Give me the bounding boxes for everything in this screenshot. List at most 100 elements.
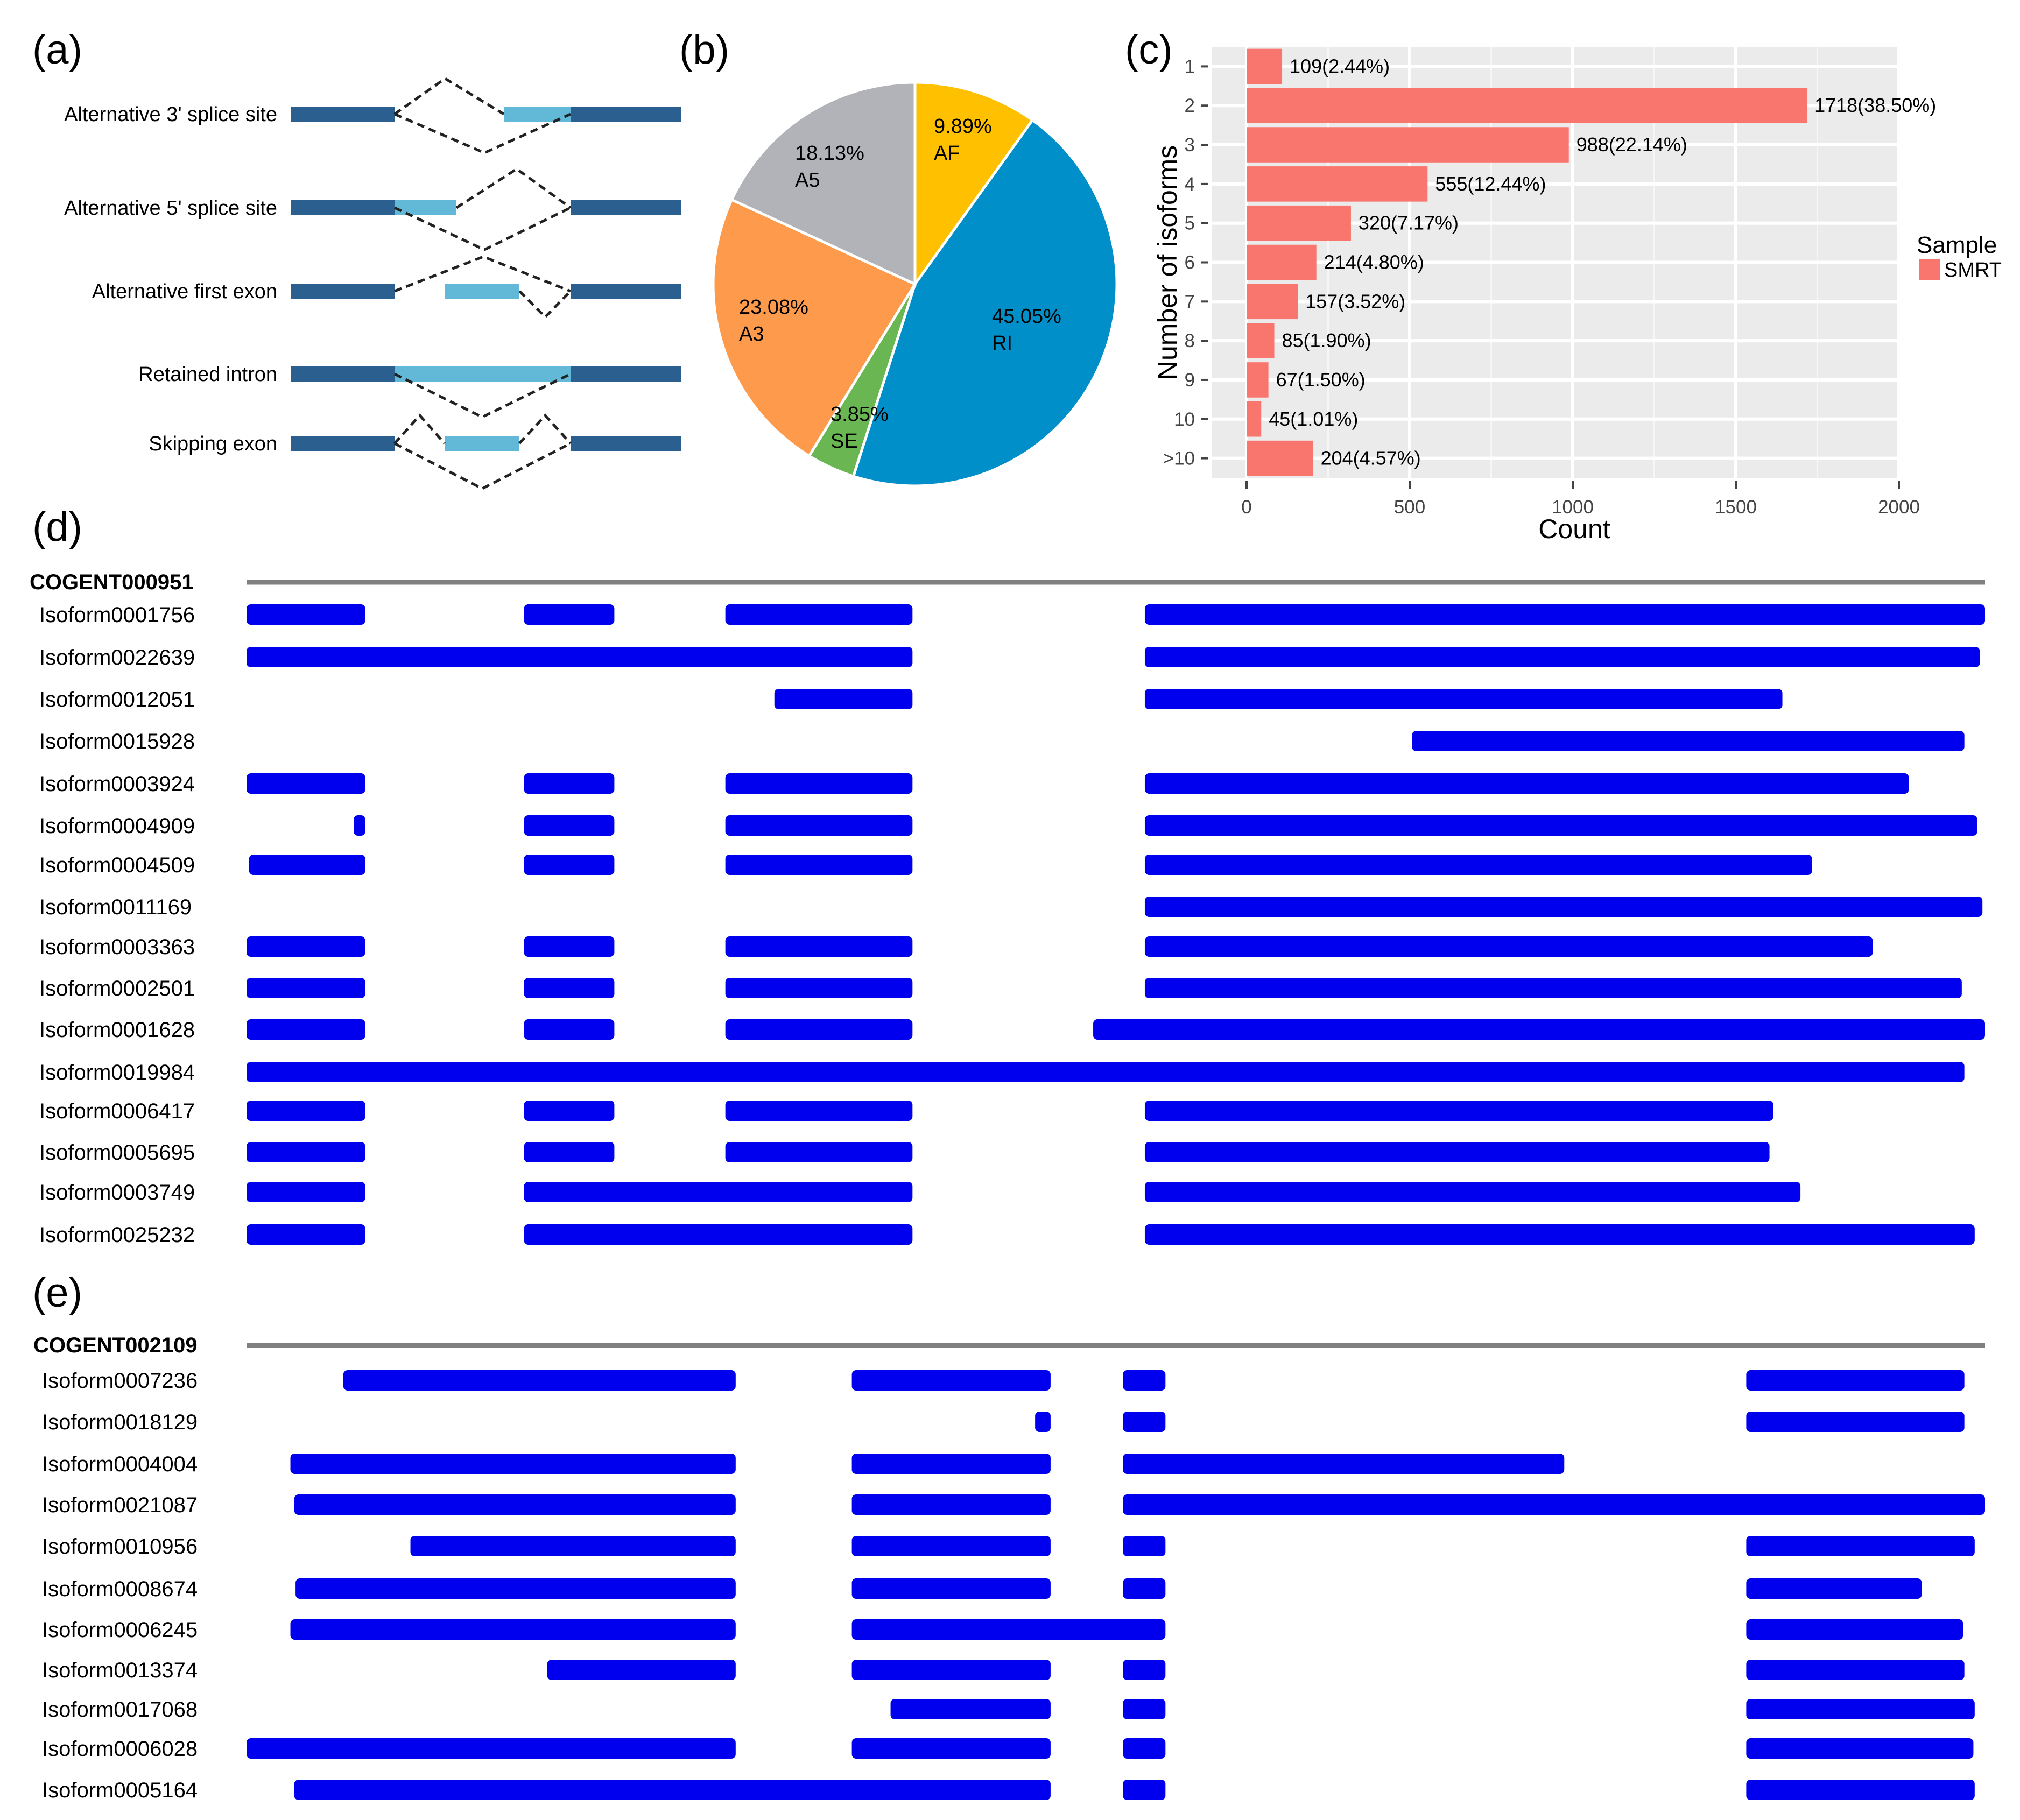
isoform-label: Isoform0010956 xyxy=(42,1535,198,1558)
panel-label-e: (e) xyxy=(32,1270,82,1316)
bar xyxy=(1247,362,1269,398)
pie-label-name: A3 xyxy=(739,323,764,345)
splice-junction-lower xyxy=(393,372,572,419)
bar xyxy=(1247,48,1283,84)
event-label-a3: Alternative 3' splice site xyxy=(64,103,277,126)
exon-block xyxy=(1123,1738,1166,1759)
exon-downstream xyxy=(571,284,681,299)
bar xyxy=(1247,127,1569,163)
alt-exon-segment xyxy=(395,200,456,215)
bar xyxy=(1247,88,1807,123)
event-label-af: Alternative first exon xyxy=(92,280,277,303)
exon-block xyxy=(1144,815,1977,836)
exon-block xyxy=(247,1062,1965,1082)
splice-junction-upper xyxy=(393,77,505,116)
exon-upstream xyxy=(291,366,395,382)
pie-slice-af xyxy=(913,81,1034,288)
exon-block xyxy=(294,1780,1051,1800)
splice-junction-upper-right xyxy=(518,413,572,445)
exon-block xyxy=(851,1619,1166,1640)
exon-block xyxy=(725,978,913,998)
exon-downstream xyxy=(571,366,681,382)
exon-block xyxy=(1746,1412,1965,1432)
exon-block xyxy=(524,1182,913,1202)
retained-intron xyxy=(395,366,571,382)
first-exon-a xyxy=(291,284,395,299)
exon-block xyxy=(247,1142,365,1162)
event-label-a5: Alternative 5' splice site xyxy=(64,197,277,220)
pie-slice-a3 xyxy=(712,197,917,458)
exon-downstream xyxy=(571,436,681,451)
exon-block xyxy=(295,1578,736,1599)
isoform-label: Isoform0003749 xyxy=(39,1181,195,1204)
panel-label-a: (a) xyxy=(32,27,82,73)
exon-block xyxy=(247,773,365,794)
event-type-pie-chart: 9.89% AF 45.05% RI 3.85% SE 23.08% A3 18.13% A5 xyxy=(712,81,1118,488)
gene-id-label: COGENT002109 xyxy=(33,1334,198,1357)
exon-block xyxy=(343,1370,736,1391)
exon-block xyxy=(1123,1412,1166,1432)
panel-label-c: (c) xyxy=(1125,27,1173,73)
bar xyxy=(1247,323,1275,358)
exon-block xyxy=(1123,1536,1166,1556)
bar xyxy=(1247,166,1428,202)
exon-block xyxy=(1144,647,1980,667)
bar-value-label: 109(2.44%) xyxy=(1290,55,1390,77)
exon-block xyxy=(1746,1738,1974,1759)
panel-label-d: (d) xyxy=(32,504,82,550)
isoform-label: Isoform0004509 xyxy=(39,853,195,877)
bar-value-label: 157(3.52%) xyxy=(1305,290,1405,312)
gene-structure-cogent002109: COGENT002109 Isoform0007236 Isoform0018129… xyxy=(33,1334,1985,1802)
bar xyxy=(1247,440,1313,476)
isoform-label: Isoform0022639 xyxy=(39,646,195,669)
exon-block xyxy=(524,978,615,998)
exon-block xyxy=(1412,731,1965,751)
exon-block xyxy=(1123,1494,1985,1515)
bar-value-label: 555(12.44%) xyxy=(1435,173,1546,195)
exon-block xyxy=(1123,1578,1166,1599)
pie-label-name: RI xyxy=(992,332,1012,355)
exon-block xyxy=(851,1660,1051,1680)
bar xyxy=(1247,284,1298,320)
splice-junction-lower xyxy=(393,442,572,490)
isoform-label: Isoform0006028 xyxy=(42,1737,198,1761)
exon-block xyxy=(1144,689,1783,709)
exon-block xyxy=(1144,1101,1773,1121)
exon-block xyxy=(247,936,365,957)
pie-slice-ri xyxy=(851,118,1118,488)
bar-value-label: 320(7.17%) xyxy=(1359,212,1459,234)
exon-block xyxy=(725,815,913,836)
exon-block xyxy=(1746,1660,1965,1680)
isoform-label: Isoform0013374 xyxy=(42,1659,198,1682)
y-tick-label: 1 xyxy=(1185,56,1195,77)
exon-block xyxy=(1123,1370,1166,1391)
y-tick-label: >10 xyxy=(1163,448,1195,469)
exon-block xyxy=(247,1738,736,1759)
pie-label-name: AF xyxy=(934,142,960,165)
exon-block xyxy=(524,936,615,957)
y-tick-label: 5 xyxy=(1185,213,1195,234)
exon-block xyxy=(725,936,913,957)
exon-block xyxy=(851,1454,1051,1474)
exon-block xyxy=(524,855,615,875)
legend-entry: SMRT xyxy=(1944,259,2002,281)
y-tick-label: 9 xyxy=(1185,370,1195,391)
x-tick-label: 0 xyxy=(1241,497,1251,518)
isoform-label: Isoform0006417 xyxy=(39,1099,195,1123)
isoform-label: Isoform0018129 xyxy=(42,1410,198,1434)
exon-block xyxy=(247,1101,365,1121)
exon-block xyxy=(294,1494,736,1515)
exon-block xyxy=(851,1738,1051,1759)
exon-block xyxy=(290,1454,736,1474)
gene-id-label: COGENT000951 xyxy=(30,570,194,594)
exon-upstream xyxy=(291,107,395,122)
exon-block xyxy=(524,1101,615,1121)
exon-block xyxy=(1123,1660,1166,1680)
exon-block xyxy=(1144,1182,1801,1202)
exon-block xyxy=(249,855,365,875)
bar-value-label: 214(4.80%) xyxy=(1324,251,1424,273)
pie-label-pct: 23.08% xyxy=(739,296,808,319)
y-tick-label: 2 xyxy=(1185,95,1195,116)
bar xyxy=(1247,244,1317,280)
isoform-label: Isoform0017068 xyxy=(42,1698,198,1722)
